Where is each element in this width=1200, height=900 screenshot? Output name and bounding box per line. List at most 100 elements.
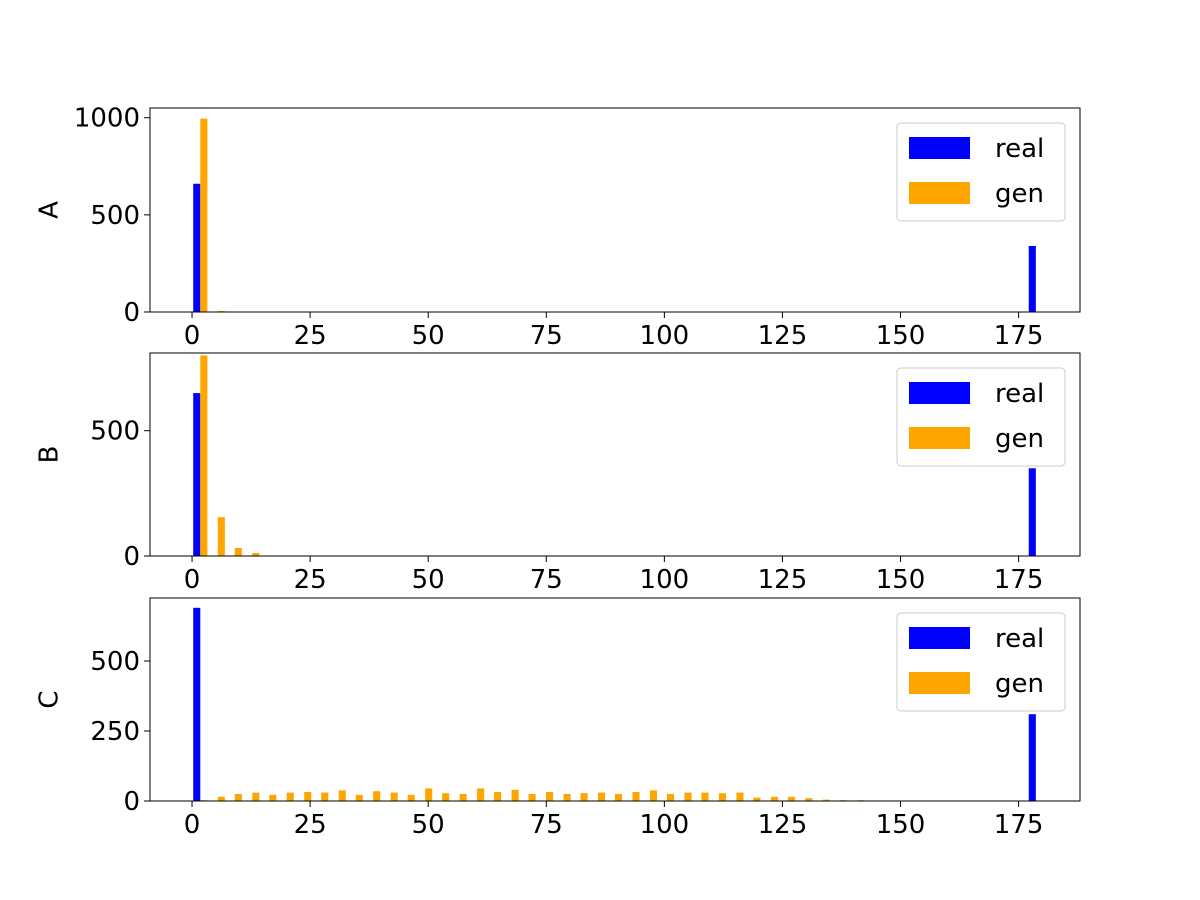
gen-bar [355,794,363,801]
axes-frame [149,107,1081,313]
x-tick-label: 75 [530,810,563,840]
legend-swatch-gen [909,182,970,204]
gen-bar [373,791,381,801]
gen-bar [494,792,502,801]
y-tick-label: 500 [90,647,140,677]
x-tick-label: 150 [876,565,926,595]
legend-swatch-gen [909,672,970,694]
gen-bar [736,792,744,801]
legend-swatch-real [909,382,970,404]
y-tick-label: 0 [123,298,140,328]
gen-bar [477,788,485,801]
legend-swatch-gen [909,427,970,449]
x-tick-label: 100 [640,810,690,840]
gen-bar [597,792,606,801]
gen-bar [822,799,830,801]
gen-bar [200,118,208,312]
y-axis-label: A [35,201,65,219]
legend-swatch-real [909,627,970,649]
gen-bar [425,788,433,801]
gen-bar [217,796,225,801]
gen-bar [200,355,208,556]
y-tick-label: 250 [90,717,140,747]
series-gen [200,355,260,556]
legend-label-real: real [995,379,1044,409]
gen-bar [615,794,623,801]
y-tick-label: 0 [123,787,140,817]
real-bar [193,607,201,801]
gen-bar [718,793,726,801]
y-axis-label: B [35,446,65,464]
series-real [193,183,1036,312]
x-tick-label: 150 [876,321,926,351]
x-tick-label: 25 [294,810,327,840]
x-tick-label: 125 [758,321,808,351]
series-gen [200,788,899,801]
gen-bar [805,798,813,801]
gen-bar [528,794,536,801]
axes-frame [149,597,1081,802]
y-tick-label: 1000 [74,104,140,134]
x-tick-label: 0 [184,565,201,595]
series-real [193,393,1036,556]
x-tick-label: 175 [994,321,1044,351]
legend: real gen [896,367,1066,467]
gen-bar [217,517,225,556]
gen-bar [770,796,778,801]
x-tick-label: 100 [640,321,690,351]
real-bar [193,183,201,312]
x-tick-label: 50 [412,810,445,840]
gen-bar [580,793,588,801]
legend: real gen [896,122,1066,222]
gen-bar [684,792,692,801]
x-tick-label: 175 [994,810,1044,840]
real-bar [193,393,201,556]
gen-bar [701,792,709,801]
gen-bar [563,794,571,801]
legend-label-real: real [995,624,1044,654]
y-tick-label: 500 [90,417,140,447]
gen-bar [252,552,260,556]
legend-label-gen: gen [995,179,1044,209]
real-bar [1028,714,1036,801]
y-tick-label: 500 [90,201,140,231]
y-axis-label: C [35,690,65,708]
legend-label-real: real [995,134,1044,164]
real-bar [1028,468,1036,556]
gen-bar [546,792,554,801]
legend-label-gen: gen [995,669,1044,699]
gen-bar [234,794,242,801]
gen-bar [511,789,519,801]
legend: real gen [896,612,1066,712]
x-tick-label: 25 [294,321,327,351]
gen-bar [666,794,675,801]
y-tick-label: 0 [123,542,140,572]
x-tick-label: 50 [412,321,445,351]
gen-bar [787,796,795,801]
x-tick-label: 75 [530,321,563,351]
x-tick-label: 100 [640,565,690,595]
gen-bar [390,792,398,801]
gen-bar [632,792,640,801]
x-tick-label: 0 [184,321,201,351]
x-tick-label: 125 [758,565,808,595]
gen-bar [442,793,450,801]
gen-bar [286,792,294,801]
gen-bar [269,794,277,801]
gen-bar [252,792,260,801]
x-tick-label: 25 [294,565,327,595]
gen-bar [321,792,329,801]
x-tick-label: 50 [412,565,445,595]
gen-bar [753,797,761,801]
x-tick-label: 75 [530,565,563,595]
gen-bar [304,792,312,801]
gen-bar [338,790,346,801]
x-tick-label: 0 [184,810,201,840]
x-tick-label: 175 [994,565,1044,595]
series-real [193,607,1036,801]
x-tick-label: 150 [876,810,926,840]
x-tick-label: 125 [758,810,808,840]
